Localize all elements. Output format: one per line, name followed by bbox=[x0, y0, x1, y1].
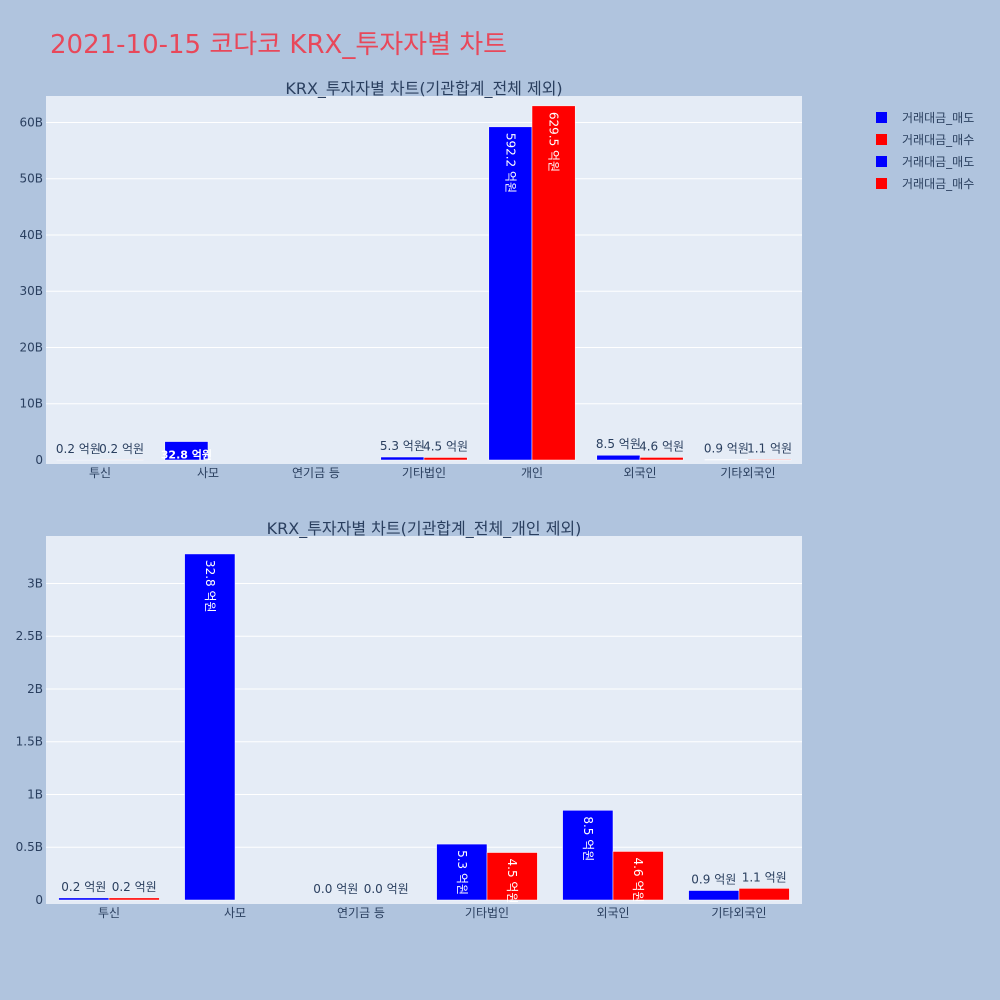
y-tick-label: 1.5B bbox=[16, 735, 43, 749]
data-label: 8.5 억원 bbox=[596, 437, 641, 451]
data-label: 0.0 억원 bbox=[313, 882, 358, 896]
x-tick-label: 기타법인 bbox=[465, 906, 509, 920]
data-label: 629.5 억원 bbox=[547, 112, 561, 172]
legend-swatch bbox=[876, 133, 887, 145]
chart-2: 0 0.5B 1B 1.5B 2B 2.5B 3B KRX_투자자별 차트(기관합계_전체_개… bbox=[16, 519, 802, 920]
x-tick-label: 사모 bbox=[197, 466, 219, 480]
bar bbox=[380, 456, 425, 461]
bar bbox=[58, 897, 110, 901]
bar bbox=[531, 105, 576, 461]
data-label: 0.2 억원 bbox=[61, 880, 106, 894]
legend-item[interactable]: 거래대금_매수 bbox=[876, 128, 974, 150]
data-label: 4.6 억원 bbox=[631, 857, 645, 902]
x-tick-label: 연기금 등 bbox=[292, 466, 340, 480]
data-label: 4.5 억원 bbox=[423, 439, 468, 453]
y-tick-label: 60B bbox=[19, 115, 43, 129]
legend: 거래대금_매도 거래대금_매수 거래대금_매도 거래대금_매수 bbox=[876, 106, 974, 194]
x-tick-label: 개인 bbox=[521, 466, 543, 480]
legend-swatch bbox=[876, 155, 887, 167]
chart-title: KRX_투자자별 차트(기관합계_전체 제외) bbox=[285, 79, 562, 99]
y-tick-label: 40B bbox=[19, 228, 43, 242]
bar bbox=[596, 454, 641, 461]
bar bbox=[688, 890, 740, 901]
bar bbox=[612, 851, 664, 901]
chart-1: 0 10B 20B 30B 40B 50B 60B KRX_투자자별 차트(기관합계_전체 제… bbox=[19, 79, 802, 480]
x-tick-label: 외국인 bbox=[596, 906, 629, 920]
legend-label: 거래대금_매도 bbox=[902, 110, 975, 125]
y-tick-label: 0.5B bbox=[16, 840, 43, 854]
bar bbox=[108, 897, 160, 901]
data-label: 8.5 억원 bbox=[581, 816, 595, 861]
y-tick-label: 0 bbox=[35, 893, 43, 907]
legend-label: 거래대금_매수 bbox=[902, 132, 975, 147]
bar bbox=[704, 459, 749, 461]
bar bbox=[164, 441, 209, 461]
bar bbox=[747, 459, 792, 461]
x-tick-label: 기타외국인 bbox=[711, 906, 766, 920]
data-label: 5.3 억원 bbox=[455, 850, 469, 895]
data-label: 4.5 억원 bbox=[505, 859, 519, 904]
y-tick-label: 30B bbox=[19, 284, 43, 298]
legend-item[interactable]: 거래대금_매도 bbox=[876, 106, 974, 128]
data-label: 4.6 억원 bbox=[639, 439, 684, 453]
data-label: 0.9 억원 bbox=[691, 873, 736, 887]
page-title: 2021-10-15 코다코 KRX_투자자별 차트 bbox=[50, 30, 508, 60]
bar bbox=[436, 843, 488, 901]
x-tick-label: 투신 bbox=[98, 906, 120, 920]
y-tick-label: 50B bbox=[19, 172, 43, 186]
data-label: 0.9 억원 bbox=[704, 441, 749, 455]
y-tick-label: 3B bbox=[27, 576, 43, 590]
bar bbox=[184, 553, 236, 901]
x-tick-label: 투신 bbox=[89, 466, 111, 480]
data-label: 0.2 억원 bbox=[99, 442, 144, 456]
legend-label: 거래대금_매수 bbox=[902, 176, 975, 191]
data-label: 1.1 억원 bbox=[747, 441, 792, 455]
data-label: 5.3 억원 bbox=[380, 439, 425, 453]
y-tick-label: 10B bbox=[19, 397, 43, 411]
legend-item[interactable]: 거래대금_매수 bbox=[876, 172, 974, 194]
data-label: 0.0 억원 bbox=[364, 882, 409, 896]
bar bbox=[738, 888, 790, 901]
bar bbox=[639, 457, 684, 461]
x-tick-label: 기타법인 bbox=[402, 466, 446, 480]
chart-title: KRX_투자자별 차트(기관합계_전체_개인 제외) bbox=[267, 519, 582, 539]
bar bbox=[486, 852, 538, 901]
bar bbox=[423, 457, 468, 461]
legend-swatch bbox=[876, 177, 887, 189]
data-label: 32.8 억원 bbox=[161, 448, 212, 462]
legend-swatch bbox=[876, 111, 887, 123]
bar bbox=[562, 810, 614, 901]
bar bbox=[488, 126, 533, 461]
y-tick-label: 1B bbox=[27, 787, 43, 801]
data-label: 0.2 억원 bbox=[112, 880, 157, 894]
data-label: 32.8 억원 bbox=[203, 560, 217, 613]
y-tick-label: 2.5B bbox=[16, 629, 43, 643]
x-tick-label: 연기금 등 bbox=[337, 906, 385, 920]
data-label: 1.1 억원 bbox=[742, 870, 787, 884]
x-tick-label: 사모 bbox=[224, 906, 246, 920]
legend-label: 거래대금_매도 bbox=[902, 154, 975, 169]
y-tick-label: 0 bbox=[35, 453, 43, 467]
data-label: 0.2 억원 bbox=[56, 442, 101, 456]
plot-area bbox=[46, 96, 802, 464]
x-tick-label: 외국인 bbox=[623, 466, 656, 480]
data-label: 592.2 억원 bbox=[503, 133, 517, 193]
plot-area bbox=[46, 536, 802, 904]
legend-item[interactable]: 거래대금_매도 bbox=[876, 150, 974, 172]
y-tick-label: 2B bbox=[27, 682, 43, 696]
x-tick-label: 기타외국인 bbox=[720, 466, 775, 480]
y-tick-label: 20B bbox=[19, 340, 43, 354]
